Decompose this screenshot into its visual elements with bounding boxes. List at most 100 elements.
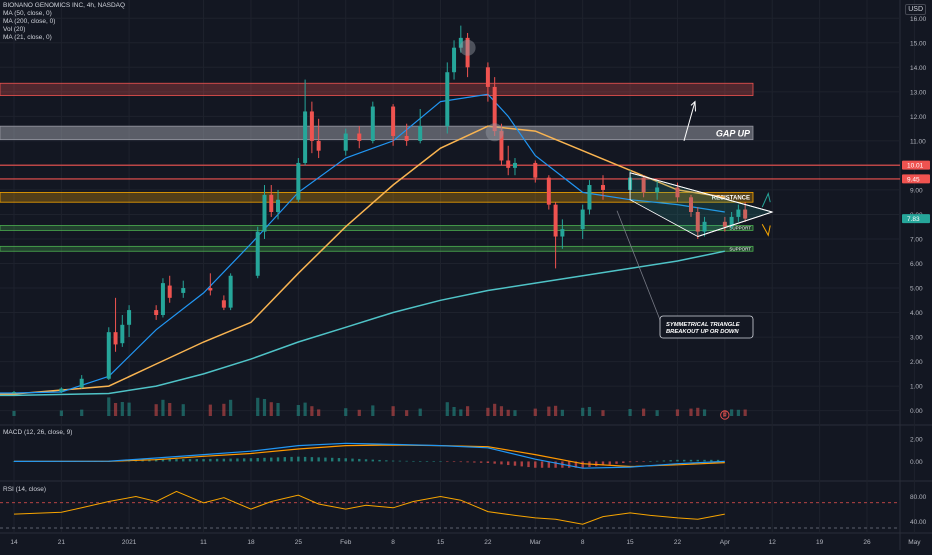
candle-body <box>465 37 470 68</box>
volume-bar <box>357 409 361 416</box>
macd-hist-bar <box>229 458 232 462</box>
macd-tick-label: 0.00 <box>910 459 923 466</box>
volume-bar <box>262 399 267 416</box>
volume-bar <box>547 406 551 416</box>
currency-badge[interactable]: USD <box>905 4 926 15</box>
volume-bar <box>486 407 490 416</box>
candle-body <box>391 106 396 136</box>
volume-bar <box>229 399 233 416</box>
macd-hist-bar <box>642 461 645 463</box>
volume-bar <box>371 405 375 416</box>
volume-bar <box>113 403 118 416</box>
highlight-circle <box>459 39 476 56</box>
candle-body <box>587 185 592 210</box>
time-tick-label: 8 <box>581 539 585 546</box>
candle-body <box>357 133 362 141</box>
macd-hist-bar <box>209 458 212 462</box>
macd-tick-label: 2.00 <box>910 436 923 443</box>
time-tick-label: 19 <box>816 539 824 546</box>
time-tick-label: 22 <box>674 539 682 546</box>
rsi-legend[interactable]: RSI (14, close) <box>3 486 46 493</box>
time-tick-label: 18 <box>247 539 255 546</box>
vol-legend[interactable]: Vol (20) <box>3 26 26 33</box>
volume-bar <box>689 408 693 416</box>
time-tick-label: 2021 <box>122 539 137 546</box>
zone-band <box>0 191 754 203</box>
volume-bar <box>499 406 504 416</box>
macd-hist-bar <box>622 461 625 464</box>
macd-hist-bar <box>567 461 571 468</box>
macd-hist-bar <box>358 458 361 462</box>
price-line-value: 10.01 <box>907 163 924 170</box>
price-grid <box>0 0 915 533</box>
macd-hist-bar <box>391 460 395 462</box>
macd-hist-bar <box>507 461 510 466</box>
macd-hist-bar <box>405 460 408 462</box>
macd-hist-bar <box>263 457 266 462</box>
candle-body <box>485 67 490 87</box>
price-tick-label: 0.00 <box>910 408 923 415</box>
symbol-title[interactable]: BIONANO GENOMICS INC, 4h, NASDAQ <box>3 2 126 9</box>
candle-body <box>262 194 267 232</box>
ma21-line <box>0 125 725 395</box>
candle-body <box>641 177 646 193</box>
candle-body <box>228 275 233 308</box>
callout-line: BREAKOUT UP OR DOWN <box>666 329 739 335</box>
macd-hist-bar <box>574 461 578 468</box>
candle-body <box>296 162 301 200</box>
price-tick-label: 4.00 <box>910 310 923 317</box>
macd-hist-bar <box>222 458 226 462</box>
candle-body <box>106 332 111 379</box>
macd-hist-bar <box>716 459 720 462</box>
macd-line <box>13 442 725 469</box>
zone-band <box>0 225 754 231</box>
volume-bar <box>445 402 449 416</box>
macd-hist-bar <box>195 459 198 462</box>
macd-hist-bar <box>256 458 259 462</box>
macd-hist-bar <box>202 459 205 462</box>
volume-bar <box>154 404 158 416</box>
volume-bar <box>391 406 395 416</box>
macd-hist-bar <box>676 459 679 462</box>
macd-hist-bar <box>649 461 652 462</box>
candle-body <box>79 378 84 388</box>
macd-hist-bar <box>459 461 463 463</box>
candle-body <box>743 209 748 219</box>
support-label: SUPPORT <box>729 247 751 252</box>
macd-hist-bar <box>662 460 666 462</box>
macd-hist-bar <box>351 458 354 462</box>
volume-bar <box>344 408 348 416</box>
earnings-marker <box>720 410 730 420</box>
triangle-lower-line <box>697 211 773 237</box>
macd-hist-bar <box>161 459 165 462</box>
candle-body <box>506 160 511 168</box>
candle-body <box>404 135 409 141</box>
macd-hist-bar <box>493 461 496 464</box>
candle-body <box>221 300 226 308</box>
volume-bar <box>493 403 497 416</box>
macd-hist-bar <box>378 459 381 462</box>
last-price-badge <box>902 214 930 224</box>
ma50-legend[interactable]: MA (50, close, 0) <box>3 10 52 17</box>
ma200-legend[interactable]: MA (200, close, 0) <box>3 18 56 25</box>
candle-body <box>695 212 700 232</box>
macd-hist-bar <box>439 461 442 463</box>
volume-bar <box>743 409 747 416</box>
volume-bar <box>222 403 226 416</box>
time-tick-label: 11 <box>200 539 207 546</box>
volume-bar <box>208 404 212 416</box>
macd-legend[interactable]: MACD (12, 26, close, 9) <box>3 429 73 436</box>
volume-bar <box>310 406 314 416</box>
price-line-badge <box>902 160 930 170</box>
time-tick-label: Feb <box>340 539 352 546</box>
volume-bar <box>533 408 537 416</box>
ma21-legend[interactable]: MA (21, close, 0) <box>3 34 52 41</box>
volume-bar <box>459 409 463 416</box>
candle-body <box>533 162 538 178</box>
zone-band <box>0 245 754 252</box>
time-tick-label: 22 <box>484 539 492 546</box>
macd-hist-bar <box>249 458 253 462</box>
price-line-value: 9.45 <box>907 176 920 183</box>
macd-hist-bar <box>446 461 449 463</box>
